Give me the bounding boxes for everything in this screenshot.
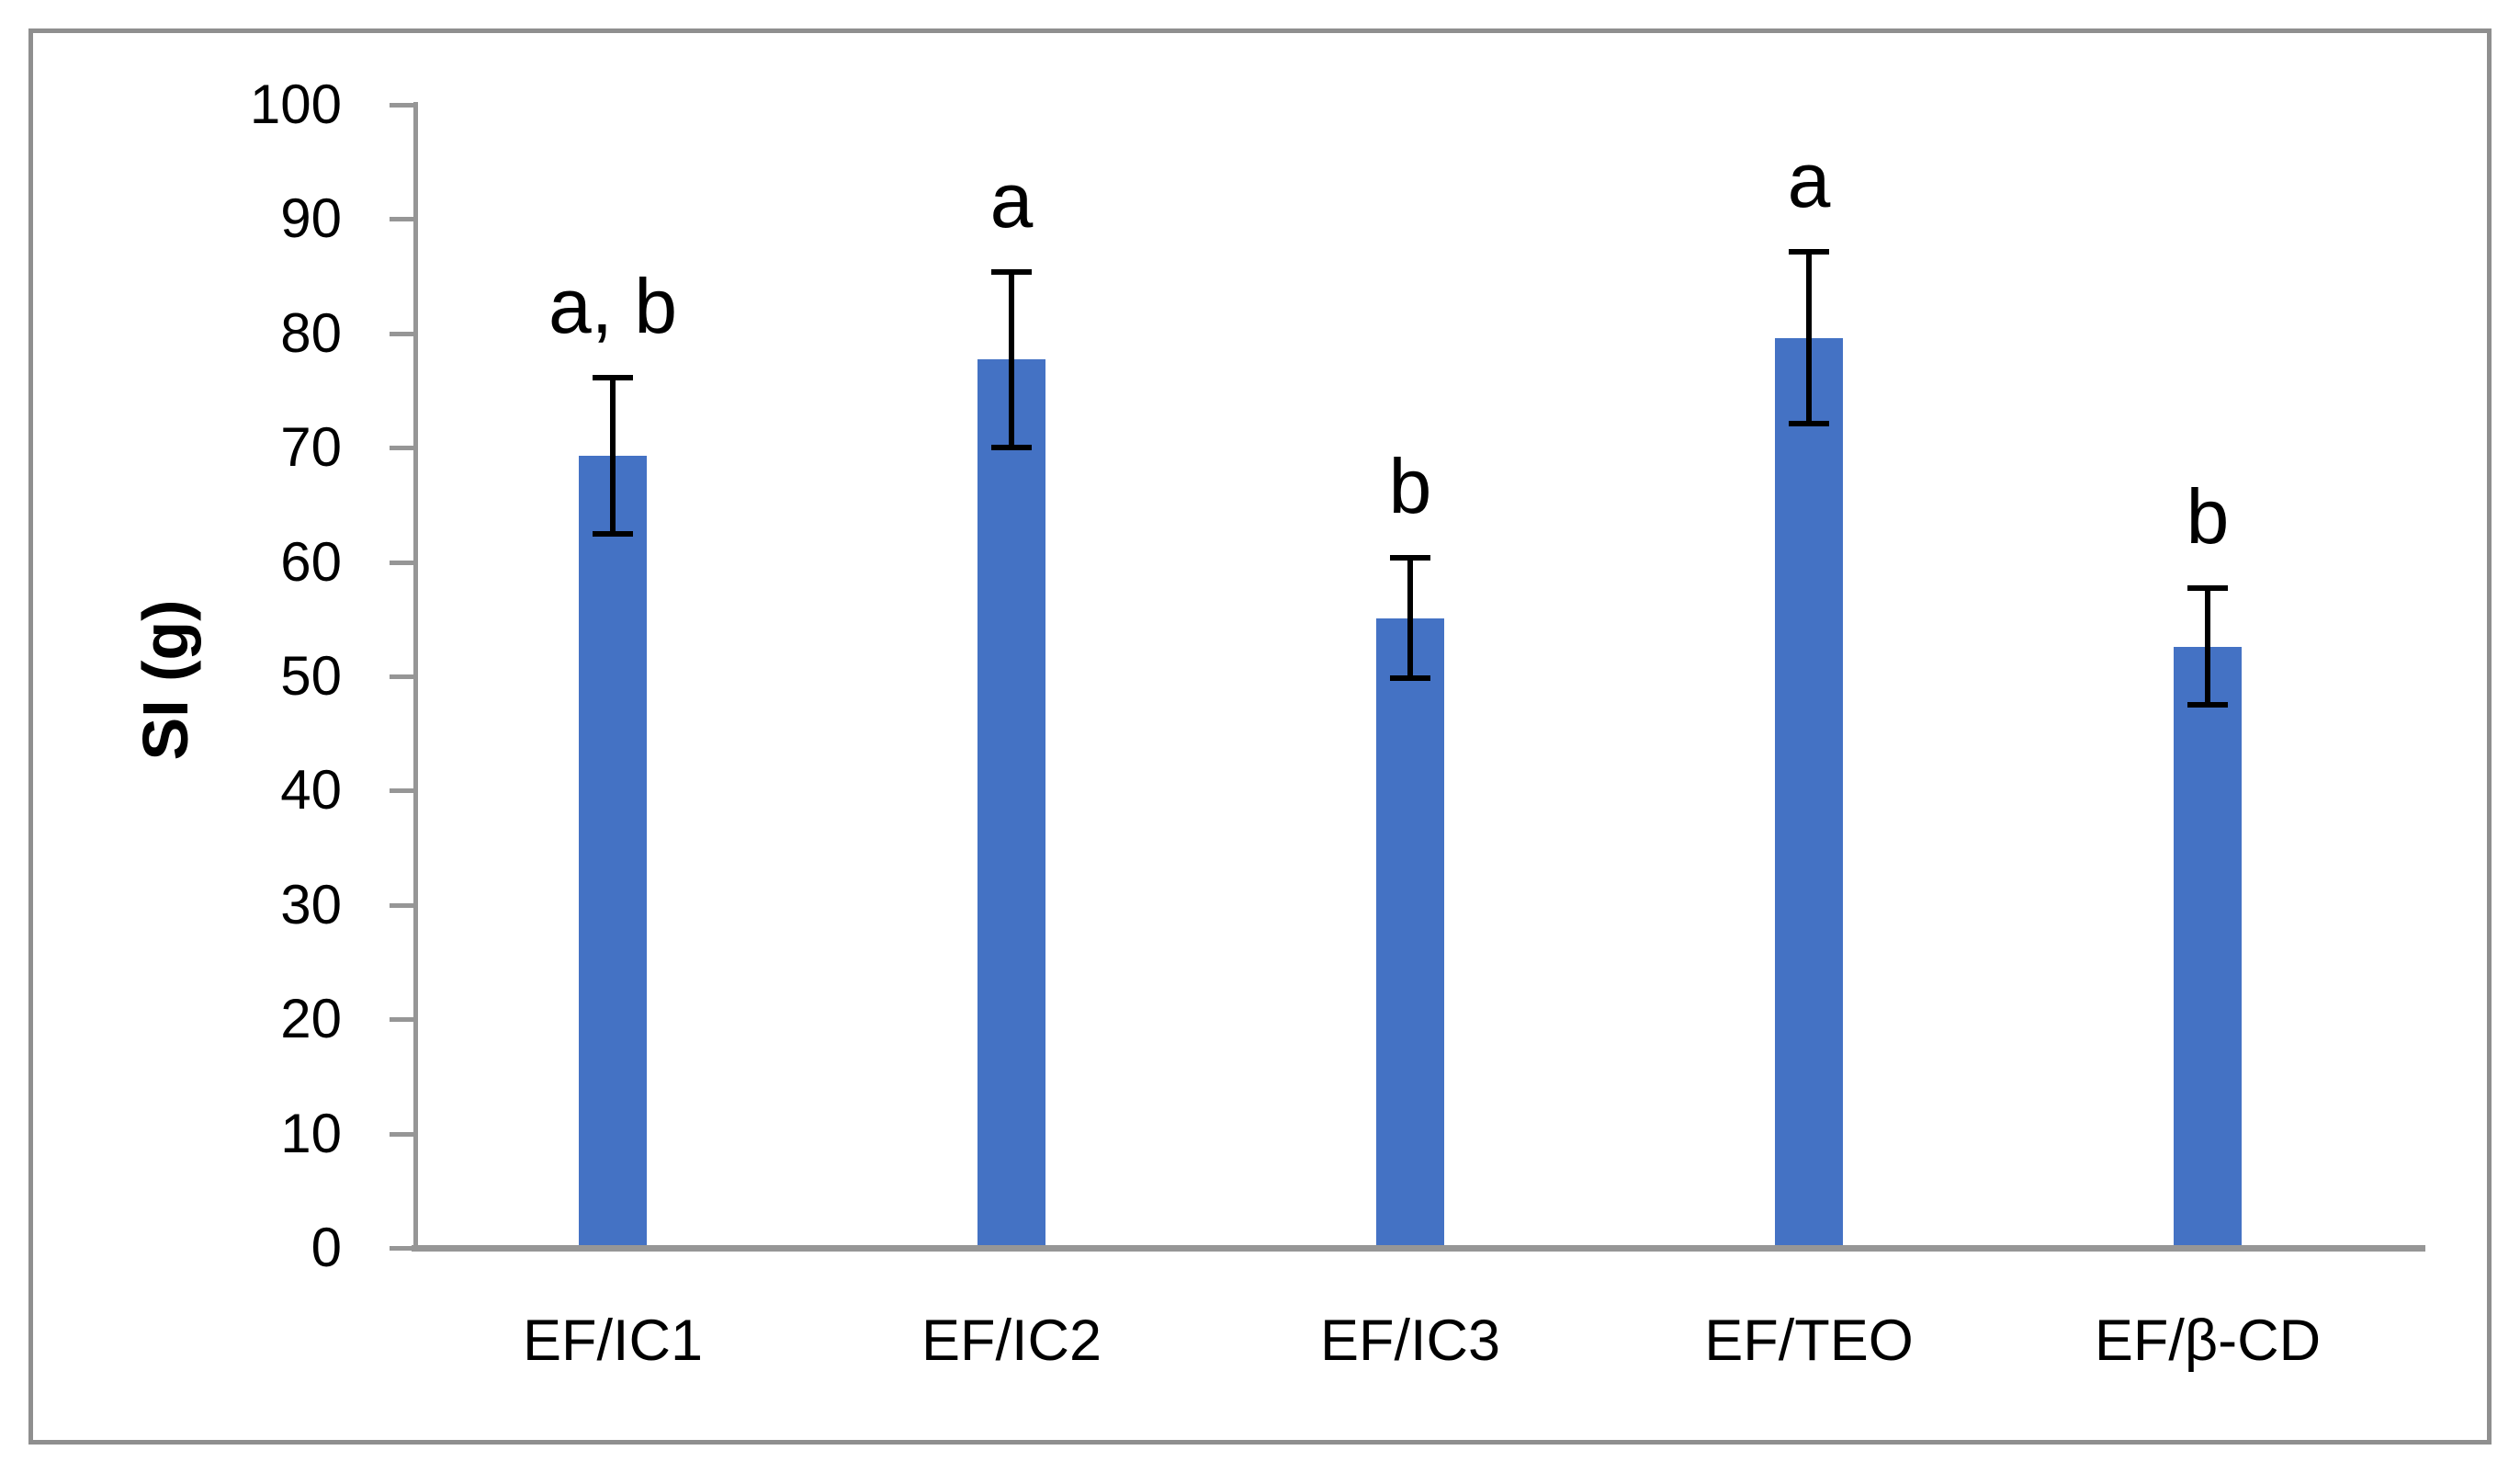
error-bar-cap-bottom xyxy=(991,445,1032,451)
y-tick-mark xyxy=(390,217,415,222)
x-category-label: EF/TEO xyxy=(1704,1309,1914,1373)
error-bar-stem xyxy=(1806,252,1812,425)
error-bar-cap-bottom xyxy=(1390,675,1430,682)
x-category-label: EF/IC2 xyxy=(921,1309,1102,1373)
y-tick-mark xyxy=(390,331,415,336)
y-tick-label: 30 xyxy=(280,873,342,935)
significance-annotation: b xyxy=(2186,473,2230,561)
y-tick-label: 40 xyxy=(280,759,342,821)
bar xyxy=(1376,618,1444,1248)
error-bar-cap-top xyxy=(991,268,1032,275)
error-bar-stem xyxy=(2205,588,2210,706)
error-bar-stem xyxy=(610,378,616,534)
y-tick-mark xyxy=(390,103,415,108)
bar xyxy=(1775,337,1843,1248)
y-tick-mark xyxy=(390,788,415,794)
error-bar-cap-top xyxy=(593,375,633,381)
y-tick-label: 80 xyxy=(280,301,342,364)
error-bar-stem xyxy=(1407,557,1413,679)
y-tick-mark xyxy=(390,560,415,565)
y-tick-label: 50 xyxy=(280,645,342,707)
bar xyxy=(579,455,647,1248)
y-tick-label: 70 xyxy=(280,416,342,479)
error-bar-cap-bottom xyxy=(1789,421,1829,427)
figure-border xyxy=(28,28,2492,1445)
y-tick-mark xyxy=(390,1131,415,1137)
error-bar-cap-top xyxy=(1390,554,1430,561)
bar xyxy=(2174,646,2242,1248)
y-axis-line xyxy=(413,102,418,1252)
y-tick-label: 100 xyxy=(249,74,342,135)
significance-annotation: b xyxy=(1388,442,1432,529)
y-tick-mark xyxy=(390,1017,415,1023)
error-bar-cap-bottom xyxy=(2187,702,2228,708)
error-bar-stem xyxy=(1009,271,1014,448)
significance-annotation: a xyxy=(1787,137,1831,224)
significance-annotation: a xyxy=(989,156,1034,244)
y-tick-label: 10 xyxy=(280,1102,342,1164)
error-bar-cap-top xyxy=(2187,585,2228,592)
x-category-label: EF/IC1 xyxy=(522,1309,704,1373)
significance-annotation: a, b xyxy=(548,263,678,350)
y-tick-label: 90 xyxy=(280,187,342,250)
y-tick-label: 0 xyxy=(311,1217,342,1278)
bar xyxy=(977,359,1045,1248)
x-axis-line xyxy=(412,1245,2425,1252)
y-tick-label: 60 xyxy=(280,530,342,593)
y-tick-label: 20 xyxy=(280,988,342,1050)
x-category-label: EF/IC3 xyxy=(1319,1309,1501,1373)
y-tick-mark xyxy=(390,902,415,908)
y-tick-mark xyxy=(390,446,415,451)
error-bar-cap-bottom xyxy=(593,530,633,537)
error-bar-cap-top xyxy=(1789,249,1829,255)
x-category-label: EF/β-CD xyxy=(2094,1309,2322,1373)
y-tick-mark xyxy=(390,1246,415,1251)
y-tick-mark xyxy=(390,674,415,679)
